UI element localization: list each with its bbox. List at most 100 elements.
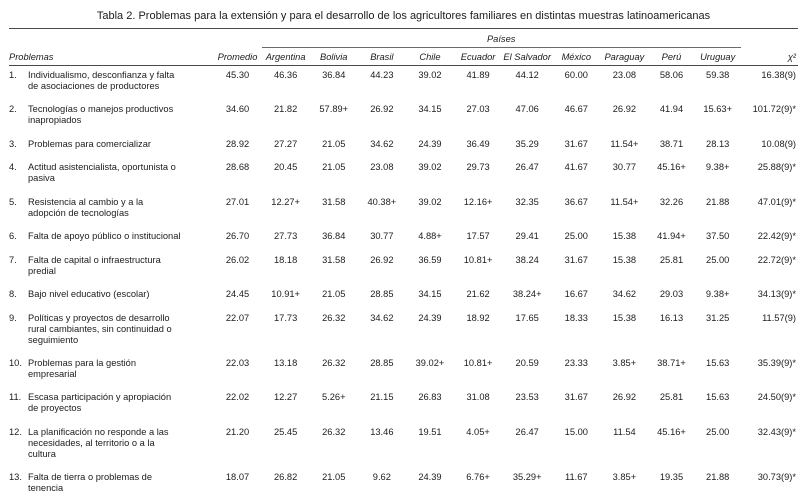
table-body: 1. Individualismo, desconfianza y falta d… <box>9 66 798 499</box>
row-number: 4. <box>9 162 17 173</box>
value-cell: 26.47 <box>515 426 539 437</box>
row-number: 12. <box>9 426 22 437</box>
problem-cell: 3. Problemas para comercializar <box>9 135 213 158</box>
value-cell: 21.15 <box>370 392 394 403</box>
value-cell: 27.01 <box>225 196 250 207</box>
value-cell: 23.53 <box>515 392 539 403</box>
value-cell: 58.06 <box>659 70 684 80</box>
problem-cell: 12. La planificación no responde a las ne… <box>9 423 213 468</box>
value-cell: 26.92 <box>370 254 394 265</box>
row-number: 7. <box>9 254 17 265</box>
row-number: 1. <box>9 70 17 80</box>
problem-cell: 5. Resistencia al cambio y a la adopción … <box>9 193 213 227</box>
problem-cell: 11. Escasa participación y apropiación de… <box>9 388 213 422</box>
value-cell: 39.02 <box>418 162 442 173</box>
value-cell: 31.67 <box>564 138 588 149</box>
spacer-cell <box>213 29 261 48</box>
value-cell: 27.03 <box>466 104 490 115</box>
value-cell: 29.41 <box>515 231 539 242</box>
table-row: 8. Bajo nivel educativo (escolar) 24.45 10.… <box>9 285 798 308</box>
chi2-cell: 25.88(9)* <box>757 162 796 173</box>
problem-cell: 9. Políticas y proyectos de desarrollo ru… <box>9 309 213 354</box>
value-cell: 41.89 <box>466 70 490 80</box>
table-row: 4. Actitud asistencialista, oportunista o… <box>9 158 798 192</box>
problem-cell: 6. Falta de apoyo público o institucional <box>9 227 213 250</box>
row-number: 2. <box>9 104 17 115</box>
value-cell: 28.85 <box>370 289 394 300</box>
value-cell: 27.73 <box>274 231 298 242</box>
value-cell: 26.32 <box>322 312 346 323</box>
value-cell: 45.30 <box>225 70 250 80</box>
value-cell: 36.67 <box>564 196 588 207</box>
value-cell: 39.02 <box>418 196 442 207</box>
value-cell: 25.81 <box>659 392 684 403</box>
value-cell: 12.27+ <box>271 196 300 207</box>
value-cell: 15.63 <box>706 358 730 368</box>
value-cell: 23.08 <box>612 70 637 80</box>
value-cell: 26.83 <box>418 392 442 403</box>
value-cell: 35.29+ <box>512 472 542 483</box>
value-cell: 46.36 <box>274 70 298 80</box>
value-cell: 10.91+ <box>271 289 300 300</box>
chi2-cell: 16.38(9) <box>761 70 796 80</box>
value-cell: 11.54+ <box>610 196 639 207</box>
table-row: 7. Falta de capital o infraestructura pre… <box>9 251 798 285</box>
value-cell: 30.77 <box>370 231 394 242</box>
value-cell: 26.70 <box>225 231 250 242</box>
value-cell: 38.24 <box>515 254 539 265</box>
value-cell: 34.62 <box>612 289 637 300</box>
chi2-cell: 22.42(9)* <box>757 231 796 242</box>
value-cell: 18.18 <box>274 254 298 265</box>
value-cell: 9.38+ <box>705 162 730 173</box>
problem-text: Escasa participación y apropiación de pr… <box>28 392 172 414</box>
value-cell: 31.25 <box>706 312 730 323</box>
value-cell: 34.62 <box>370 312 394 323</box>
column-header-6: Ecuador <box>454 47 503 66</box>
value-cell: 45.16+ <box>657 162 686 173</box>
problem-text: Falta de tierra o problemas de tenencia <box>28 472 153 494</box>
table-row: 10. Problemas para la gestión empresarial… <box>9 354 798 388</box>
row-number: 11. <box>9 392 22 403</box>
value-cell: 31.67 <box>564 392 588 403</box>
value-cell: 34.60 <box>225 104 250 115</box>
value-cell: 18.92 <box>466 312 490 323</box>
value-cell: 31.58 <box>322 254 346 265</box>
value-cell: 35.29 <box>515 138 539 149</box>
value-cell: 12.27 <box>274 392 298 403</box>
table-title: Tabla 2. Problemas para la extensión y p… <box>9 6 798 29</box>
value-cell: 25.45 <box>274 426 298 437</box>
column-header-10: Perú <box>648 47 695 66</box>
value-cell: 20.45 <box>274 162 298 173</box>
value-cell: 18.33 <box>564 312 588 323</box>
value-cell: 28.85 <box>370 358 394 368</box>
column-header-8: México <box>552 47 601 66</box>
value-cell: 21.62 <box>466 289 490 300</box>
value-cell: 25.00 <box>706 426 730 437</box>
value-cell: 17.73 <box>274 312 298 323</box>
value-cell: 27.27 <box>274 138 298 149</box>
value-cell: 36.59 <box>418 254 442 265</box>
chi2-cell: 35.39(9)* <box>757 358 796 368</box>
table-row: 13. Falta de tierra o problemas de tenenc… <box>9 468 798 499</box>
value-cell: 26.02 <box>225 254 250 265</box>
value-cell: 57.89+ <box>319 104 349 115</box>
value-cell: 26.92 <box>370 104 394 115</box>
value-cell: 9.38+ <box>705 289 730 300</box>
value-cell: 29.03 <box>659 289 684 300</box>
spacer-cell <box>9 29 213 48</box>
table-row: 12. La planificación no responde a las ne… <box>9 423 798 468</box>
value-cell: 19.51 <box>418 426 442 437</box>
row-number: 8. <box>9 289 17 300</box>
value-cell: 34.15 <box>418 289 442 300</box>
value-cell: 24.39 <box>418 312 442 323</box>
value-cell: 21.88 <box>706 196 730 207</box>
value-cell: 46.67 <box>564 104 588 115</box>
value-cell: 41.94 <box>659 104 684 115</box>
value-cell: 24.45 <box>225 289 250 300</box>
value-cell: 15.38 <box>612 254 637 265</box>
value-cell: 36.84 <box>322 70 346 80</box>
column-header-7: El Salvador <box>502 47 553 66</box>
value-cell: 10.81+ <box>463 254 493 265</box>
value-cell: 21.20 <box>225 426 250 437</box>
value-cell: 36.84 <box>322 231 346 242</box>
